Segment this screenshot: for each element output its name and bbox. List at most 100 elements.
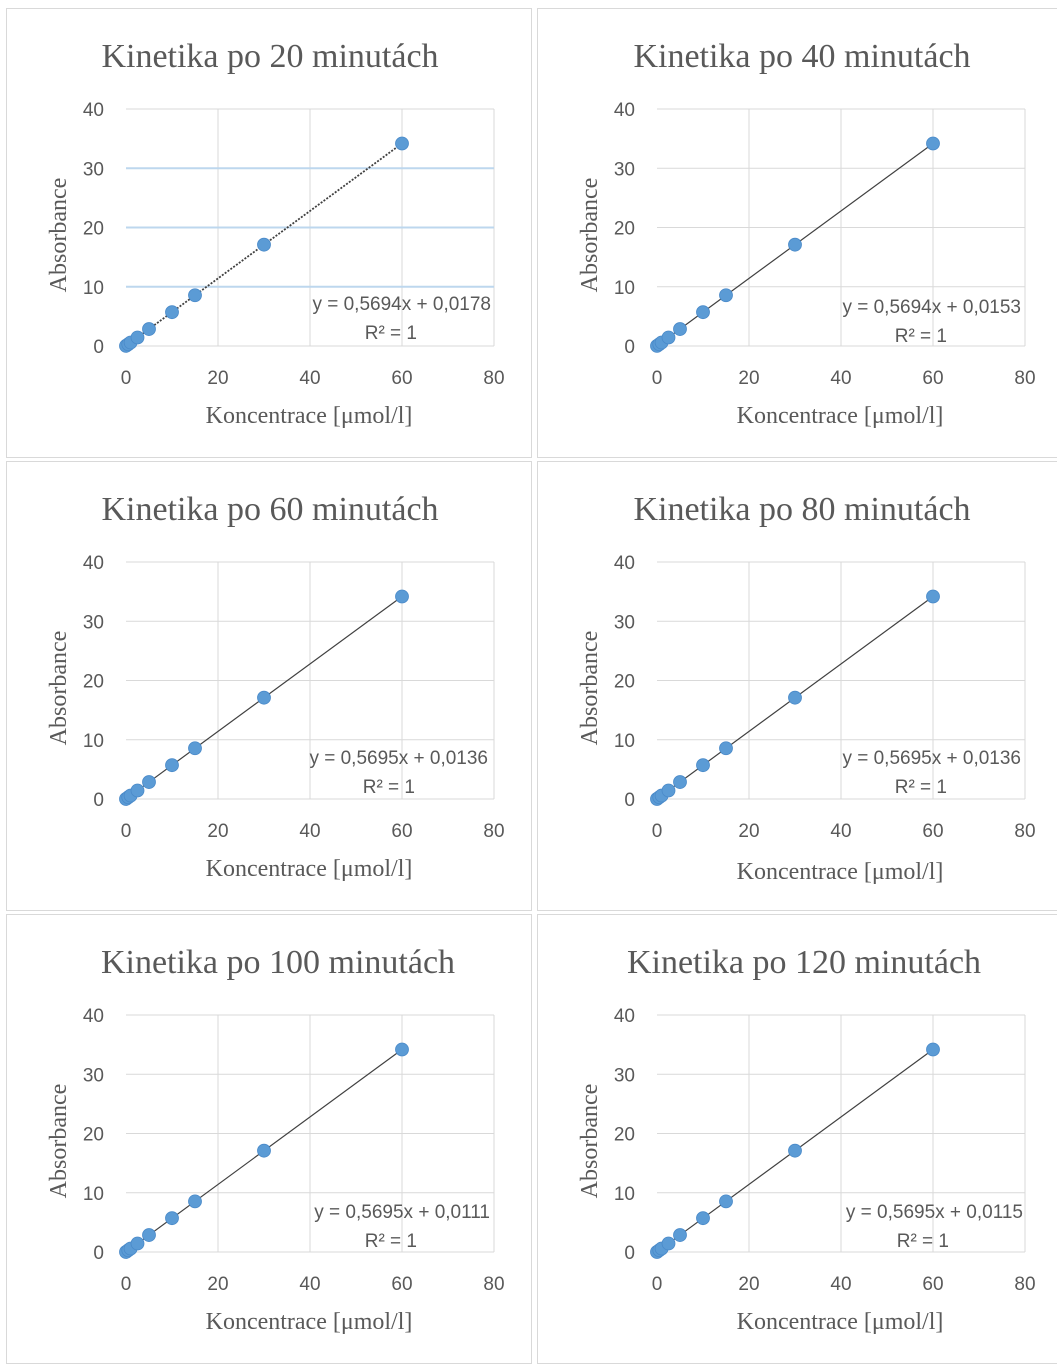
- y-tick-label: 40: [614, 553, 635, 574]
- x-tick-label: 20: [207, 821, 228, 842]
- y-tick-labels: 0 10 20 30 40: [83, 553, 104, 811]
- chart-svg: Kinetika po 120 minutách 0 10 20 30 40 0 20 40…: [577, 944, 1036, 1335]
- y-tick-labels: 0 10 20 30 40: [614, 553, 635, 811]
- chart-title: Kinetika po 100 minutách: [101, 944, 455, 981]
- x-tick-label: 40: [299, 368, 320, 389]
- y-tick-labels: 0 10 20 30 40: [614, 1006, 635, 1264]
- x-axis-label: Koncentrace [μmol/l]: [206, 1309, 413, 1335]
- data-point: [788, 1143, 802, 1158]
- data-point: [130, 783, 145, 798]
- data-point: [142, 775, 156, 789]
- x-tick-labels: 0 20 40 60 80: [121, 1274, 505, 1295]
- chart-panel-120-min: Kinetika po 120 minutách 0 10 20 30 40 0 20 40…: [537, 914, 1057, 1364]
- x-tick-label: 80: [483, 821, 504, 842]
- y-tick-label: 30: [614, 159, 635, 180]
- y-tick-label: 10: [614, 731, 635, 752]
- data-point: [257, 237, 271, 252]
- x-tick-label: 0: [652, 368, 663, 389]
- x-tick-label: 80: [1014, 821, 1035, 842]
- y-tick-label: 20: [83, 672, 104, 693]
- data-points: [119, 136, 409, 353]
- x-axis-label: Koncentrace [μmol/l]: [206, 856, 413, 882]
- data-point: [142, 322, 156, 336]
- x-tick-label: 0: [121, 1274, 132, 1295]
- chart-panel-20-min: Kinetika po 20 minutách 0 10 20 30 40 0 20 40 6…: [6, 8, 532, 458]
- data-point: [661, 330, 676, 345]
- data-point: [165, 305, 179, 320]
- data-point: [257, 690, 271, 705]
- x-tick-label: 40: [299, 821, 320, 842]
- x-tick-label: 80: [483, 368, 504, 389]
- y-tick-label: 30: [614, 1065, 635, 1086]
- x-axis-label: Koncentrace [μmol/l]: [737, 1309, 944, 1335]
- trendline-equation: y = 0,5695x + 0,0136: [309, 748, 488, 769]
- x-tick-label: 20: [738, 821, 759, 842]
- y-tick-label: 30: [83, 1065, 104, 1086]
- data-point: [788, 237, 802, 252]
- x-tick-label: 40: [299, 1274, 320, 1295]
- y-axis-label: Absorbance: [577, 178, 603, 293]
- x-tick-labels: 0 20 40 60 80: [652, 821, 1036, 842]
- chart-panel-40-min: Kinetika po 40 minutách 0 10 20 30 40 0 20 40 6…: [537, 8, 1057, 458]
- x-tick-label: 60: [922, 368, 943, 389]
- trendline-equation: y = 0,5694x + 0,0153: [842, 297, 1021, 318]
- x-tick-label: 0: [121, 368, 132, 389]
- y-tick-label: 40: [614, 1006, 635, 1027]
- chart-title: Kinetika po 40 minutách: [633, 38, 970, 75]
- y-tick-labels: 0 10 20 30 40: [614, 100, 635, 358]
- x-tick-label: 40: [830, 1274, 851, 1295]
- chart-svg: Kinetika po 80 minutách 0 10 20 30 40 0 20 40 6…: [577, 491, 1036, 885]
- gridlines: [657, 561, 1026, 799]
- x-tick-label: 80: [1014, 1274, 1035, 1295]
- chart-title: Kinetika po 20 minutách: [101, 38, 438, 75]
- y-axis-label: Absorbance: [577, 1084, 603, 1199]
- x-tick-labels: 0 20 40 60 80: [652, 368, 1036, 389]
- r-squared-label: R² = 1: [895, 777, 947, 798]
- y-tick-label: 0: [624, 337, 635, 358]
- chart-title: Kinetika po 120 minutách: [627, 944, 981, 981]
- x-tick-label: 80: [1014, 368, 1035, 389]
- y-tick-label: 20: [83, 219, 104, 240]
- x-tick-label: 60: [391, 821, 412, 842]
- x-tick-label: 0: [121, 821, 132, 842]
- y-tick-label: 10: [83, 278, 104, 299]
- x-tick-label: 20: [738, 368, 759, 389]
- gridlines: [657, 108, 1026, 346]
- x-tick-label: 0: [652, 1274, 663, 1295]
- x-tick-labels: 0 20 40 60 80: [121, 368, 505, 389]
- data-point: [395, 136, 409, 151]
- trendline-equation: y = 0,5695x + 0,0111: [314, 1202, 490, 1223]
- x-tick-label: 20: [738, 1274, 759, 1295]
- y-tick-label: 20: [614, 219, 635, 240]
- y-axis-label: Absorbance: [46, 178, 72, 293]
- data-point: [395, 1042, 409, 1057]
- data-point: [188, 1194, 202, 1209]
- y-axis-label: Absorbance: [577, 631, 603, 746]
- data-point: [661, 783, 676, 798]
- y-tick-label: 10: [83, 1184, 104, 1205]
- trendline-equation: y = 0,5695x + 0,0136: [842, 748, 1021, 769]
- x-axis-label: Koncentrace [μmol/l]: [737, 859, 944, 885]
- data-point: [142, 1228, 156, 1242]
- y-tick-labels: 0 10 20 30 40: [83, 1006, 104, 1264]
- chart-svg: Kinetika po 60 minutách 0 10 20 30 40 0 20 40 6…: [46, 491, 505, 882]
- data-points: [650, 136, 940, 353]
- x-tick-label: 60: [922, 821, 943, 842]
- data-point: [165, 758, 179, 773]
- chart-svg: Kinetika po 100 minutách 0 10 20 30 40 0 20 40…: [46, 944, 505, 1335]
- trendline-equation: y = 0,5695x + 0,0115: [846, 1202, 1023, 1223]
- y-tick-label: 10: [614, 278, 635, 299]
- y-tick-label: 30: [614, 612, 635, 633]
- y-tick-label: 20: [83, 1125, 104, 1146]
- y-tick-label: 10: [83, 731, 104, 752]
- data-point: [719, 1194, 733, 1209]
- y-tick-label: 40: [614, 100, 635, 121]
- data-point: [130, 1236, 145, 1251]
- y-tick-labels: 0 10 20 30 40: [83, 100, 104, 358]
- chart-panel-60-min: Kinetika po 60 minutách 0 10 20 30 40 0 20 40 6…: [6, 461, 532, 911]
- chart-svg: Kinetika po 40 minutách 0 10 20 30 40 0 20 40 6…: [577, 38, 1036, 429]
- chart-panel-100-min: Kinetika po 100 minutách 0 10 20 30 40 0 20 40…: [6, 914, 532, 1364]
- chart-panel-80-min: Kinetika po 80 minutách 0 10 20 30 40 0 20 40 6…: [537, 461, 1057, 911]
- data-point: [719, 741, 733, 756]
- chart-svg: Kinetika po 20 minutách 0 10 20 30 40 0 20 40 6…: [46, 38, 505, 429]
